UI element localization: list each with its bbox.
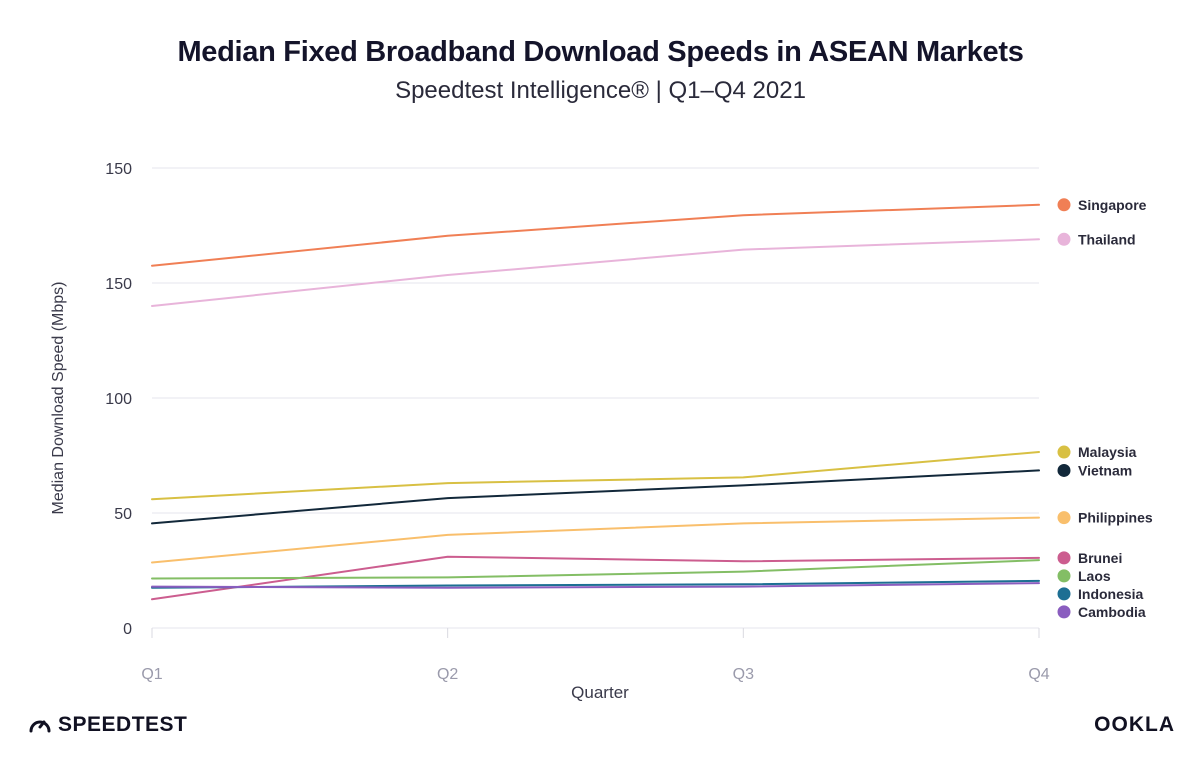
y-tick-label: 50 [114,506,132,523]
y-tick-label: 150 [105,276,132,293]
legend-marker [1057,511,1071,525]
legend-label: Singapore [1078,197,1147,213]
legend-marker [1057,551,1071,565]
x-tick-label: Q3 [733,666,754,683]
legend-label: Thailand [1078,231,1136,247]
speedtest-logo: SPEEDTEST [28,713,187,737]
legend-item-singapore: Singapore [1057,197,1147,213]
legend-item-cambodia: Cambodia [1057,604,1146,620]
speedometer-icon [29,720,51,733]
chart-title: Median Fixed Broadband Download Speeds i… [177,36,1024,68]
series-line-malaysia [151,451,1040,501]
legend: Singapore Thailand Malaysia Vietnam Philippi… [1057,197,1153,620]
legend-item-vietnam: Vietnam [1057,462,1132,478]
speedtest-logo-text: SPEEDTEST [58,713,188,736]
legend-marker [1057,198,1071,212]
x-tick-label: Q2 [437,666,458,683]
y-tick-label: 100 [105,391,132,408]
legend-item-malaysia: Malaysia [1057,444,1137,460]
legend-item-thailand: Thailand [1057,231,1136,247]
legend-label: Malaysia [1078,444,1137,460]
y-tick-label: 150 [105,161,132,178]
legend-label: Vietnam [1078,462,1132,478]
y-tick-label: 0 [123,621,132,638]
legend-label: Cambodia [1078,604,1146,620]
x-axis-ticks: Q1 Q2 Q3 Q4 [141,628,1050,683]
y-axis-ticks: 0 50 100 150 150 [105,161,132,638]
x-tick-label: Q1 [141,666,162,683]
y-axis-label: Median Download Speed (Mbps) [50,281,67,514]
legend-marker [1057,445,1071,459]
series-line-singapore [151,203,1040,267]
legend-marker [1057,605,1071,619]
legend-item-philippines: Philippines [1057,510,1153,526]
series-line-thailand [151,238,1040,307]
ookla-logo: OOKLA [1094,713,1175,736]
legend-marker [1057,232,1071,246]
series-line-cambodia [151,582,1040,589]
legend-label: Indonesia [1078,586,1144,602]
legend-item-laos: Laos [1057,568,1111,584]
legend-marker [1057,569,1071,583]
legend-marker [1057,587,1071,601]
legend-item-brunei: Brunei [1057,550,1122,566]
series-line-philippines [151,516,1040,564]
x-tick-label: Q4 [1028,666,1049,683]
legend-label: Philippines [1078,510,1153,526]
x-axis-label: Quarter [571,683,629,702]
chart-subtitle: Speedtest Intelligence® | Q1–Q4 2021 [395,77,806,104]
series-line-laos [151,559,1040,580]
legend-label: Brunei [1078,550,1122,566]
legend-marker [1057,463,1071,477]
gridlines [152,167,1039,629]
series-lines [151,203,1040,601]
series-line-vietnam [151,469,1040,525]
legend-label: Laos [1078,568,1111,584]
legend-item-indonesia: Indonesia [1057,586,1144,602]
